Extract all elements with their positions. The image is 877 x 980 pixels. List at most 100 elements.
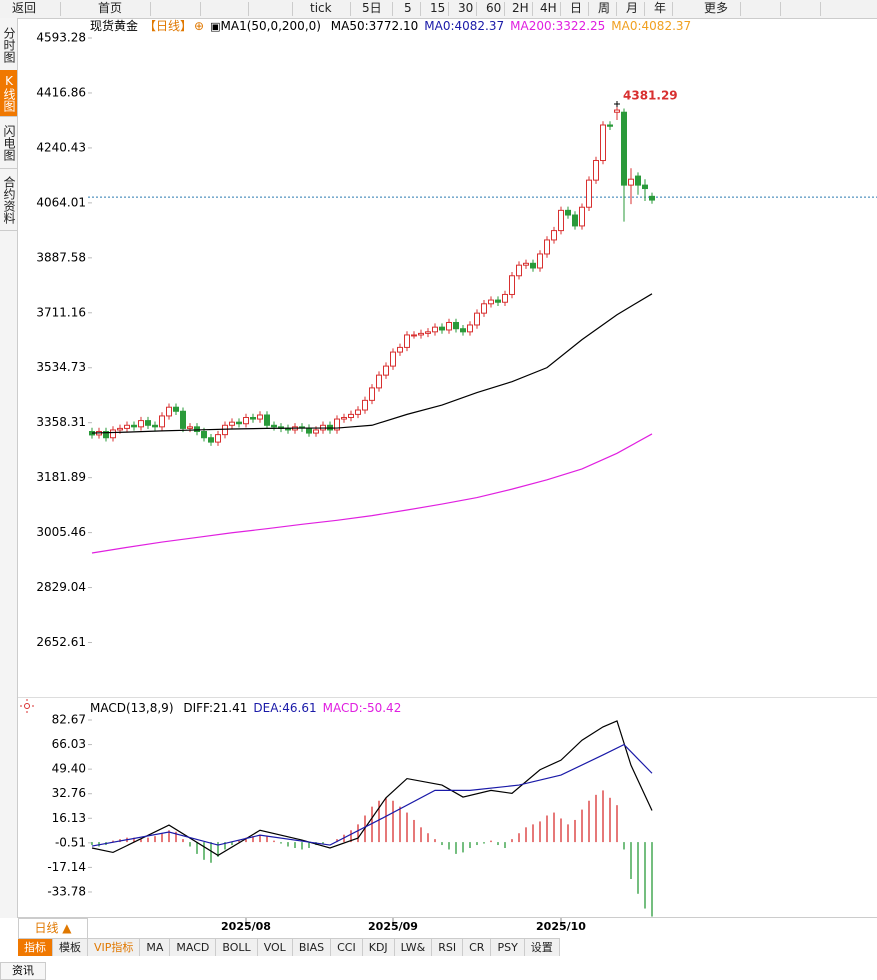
candle-body (495, 299, 501, 303)
candle-body (390, 351, 396, 367)
toolbar-button[interactable]: 更多 (704, 1, 729, 15)
y-tick-label: -33.78 (47, 884, 86, 898)
candle-body (215, 434, 221, 443)
footer-tab[interactable]: 资讯 (0, 962, 46, 980)
candle-body (159, 415, 165, 428)
indicator-line (91, 720, 653, 857)
toolbar-button[interactable]: 月 (626, 1, 639, 15)
y-tick-label: 2829.04 (36, 580, 86, 594)
indicator-tab[interactable]: 设置 (525, 939, 560, 956)
candle-body (383, 365, 389, 376)
candle-body (418, 332, 424, 336)
candle-body (642, 184, 648, 190)
candle-body (131, 424, 137, 428)
toolbar-button[interactable]: 4H (540, 1, 557, 15)
indicator-line (91, 433, 653, 554)
y-tick-label: -17.14 (47, 860, 86, 874)
toolbar-separator (420, 2, 421, 16)
y-tick-label: 3005.46 (36, 525, 86, 539)
toolbar-button[interactable]: 年 (654, 1, 667, 15)
side-tab[interactable]: 闪电图 (0, 118, 17, 169)
y-tick-label: 66.03 (52, 737, 86, 751)
high-annotation: 4381.29 (623, 89, 678, 103)
toolbar-button[interactable]: 首页 (98, 1, 123, 15)
indicator-tab[interactable]: CR (463, 939, 492, 956)
indicator-line (91, 743, 653, 847)
candle-body (173, 406, 179, 412)
indicator-tab[interactable]: VIP指标 (88, 939, 141, 956)
candle-body (572, 214, 578, 227)
side-tab[interactable]: 合约资料 (0, 170, 17, 231)
toolbar-button[interactable]: 60 (486, 1, 502, 15)
y-tick-label: 32.76 (52, 786, 86, 800)
indicator-tab[interactable]: MA (140, 939, 171, 956)
candle-body (145, 420, 151, 426)
candle-body (530, 262, 536, 269)
indicator-tab[interactable]: 模板 (53, 939, 88, 956)
toolbar-button[interactable]: 周 (598, 1, 611, 15)
indicator-tab[interactable]: BIAS (293, 939, 332, 956)
toolbar-separator (150, 2, 151, 16)
x-tick-label: 2025/08 (221, 920, 271, 933)
side-tab[interactable]: 分时图 (0, 20, 17, 71)
legend-entry: MA0:4082.37 (611, 19, 692, 33)
macd-header: MACD(13,8,9) DIFF:21.41 DEA:46.61 MACD:-50… (90, 700, 407, 716)
candle-body (208, 437, 214, 443)
candle-body (313, 429, 319, 434)
indicator-tab[interactable]: VOL (258, 939, 293, 956)
candle-body (432, 326, 438, 333)
instrument: 现货黄金 (90, 19, 139, 33)
indicator-tab[interactable]: MACD (170, 939, 217, 956)
candle-body (649, 195, 655, 201)
candle-body (523, 262, 529, 266)
toolbar-button[interactable]: 15 (430, 1, 446, 15)
toolbar-separator (588, 2, 589, 16)
candle-body (586, 179, 592, 208)
y-tick-label: 4593.28 (36, 31, 86, 45)
toolbar-button[interactable]: 30 (458, 1, 474, 15)
toolbar-separator (200, 2, 201, 16)
y-tick-label: 3358.31 (36, 415, 86, 429)
candle-body (201, 431, 207, 439)
candle-body (467, 324, 473, 333)
indicator-tab[interactable]: PSY (491, 939, 525, 956)
toolbar-button[interactable]: 返回 (12, 1, 37, 15)
indicator-tab[interactable]: RSI (432, 939, 464, 956)
toolbar-separator (504, 2, 505, 16)
indicator-tab[interactable]: BOLL (216, 939, 258, 956)
candle-body (537, 253, 543, 269)
add-icon[interactable]: ⊕ (194, 19, 205, 33)
toolbar-separator (740, 2, 741, 16)
legend-entry: MACD:-50.42 (322, 701, 402, 715)
toolbar-separator (60, 2, 61, 16)
y-tick-label: 3711.16 (36, 305, 86, 319)
toolbar-button[interactable]: 2H (512, 1, 529, 15)
indicator-line (91, 293, 653, 434)
candle-body (481, 303, 487, 314)
legend-entry: DEA:46.61 (253, 701, 317, 715)
legend-entry: MA0:4082.37 (424, 19, 505, 33)
toolbar-button[interactable]: 5 (404, 1, 412, 15)
x-tick-label: 2025/09 (368, 920, 418, 933)
side-tab[interactable]: K线图 (0, 70, 17, 117)
legend-entry: MA50:3772.10 (330, 19, 419, 33)
toolbar-button[interactable]: 日 (570, 1, 583, 15)
indicator-tab[interactable]: CCI (331, 939, 363, 956)
candle-body (180, 410, 186, 429)
candle-body (138, 420, 144, 428)
x-tick-label: 2025/10 (536, 920, 586, 933)
indicator-tab[interactable]: KDJ (363, 939, 395, 956)
indicator-tab[interactable]: LW& (395, 939, 433, 956)
toolbar-button[interactable]: tick (310, 1, 332, 15)
candle-body (362, 399, 368, 411)
candle-body (166, 406, 172, 417)
legend-entry: DIFF:21.41 (183, 701, 248, 715)
toolbar-separator (532, 2, 533, 16)
indicator-tab[interactable]: 指标 (18, 939, 53, 956)
period-button[interactable]: 日线 ▲ (18, 918, 88, 939)
candle-body (593, 160, 599, 181)
candle-body (439, 326, 445, 331)
toolbar-button[interactable]: 5日 (362, 1, 382, 15)
